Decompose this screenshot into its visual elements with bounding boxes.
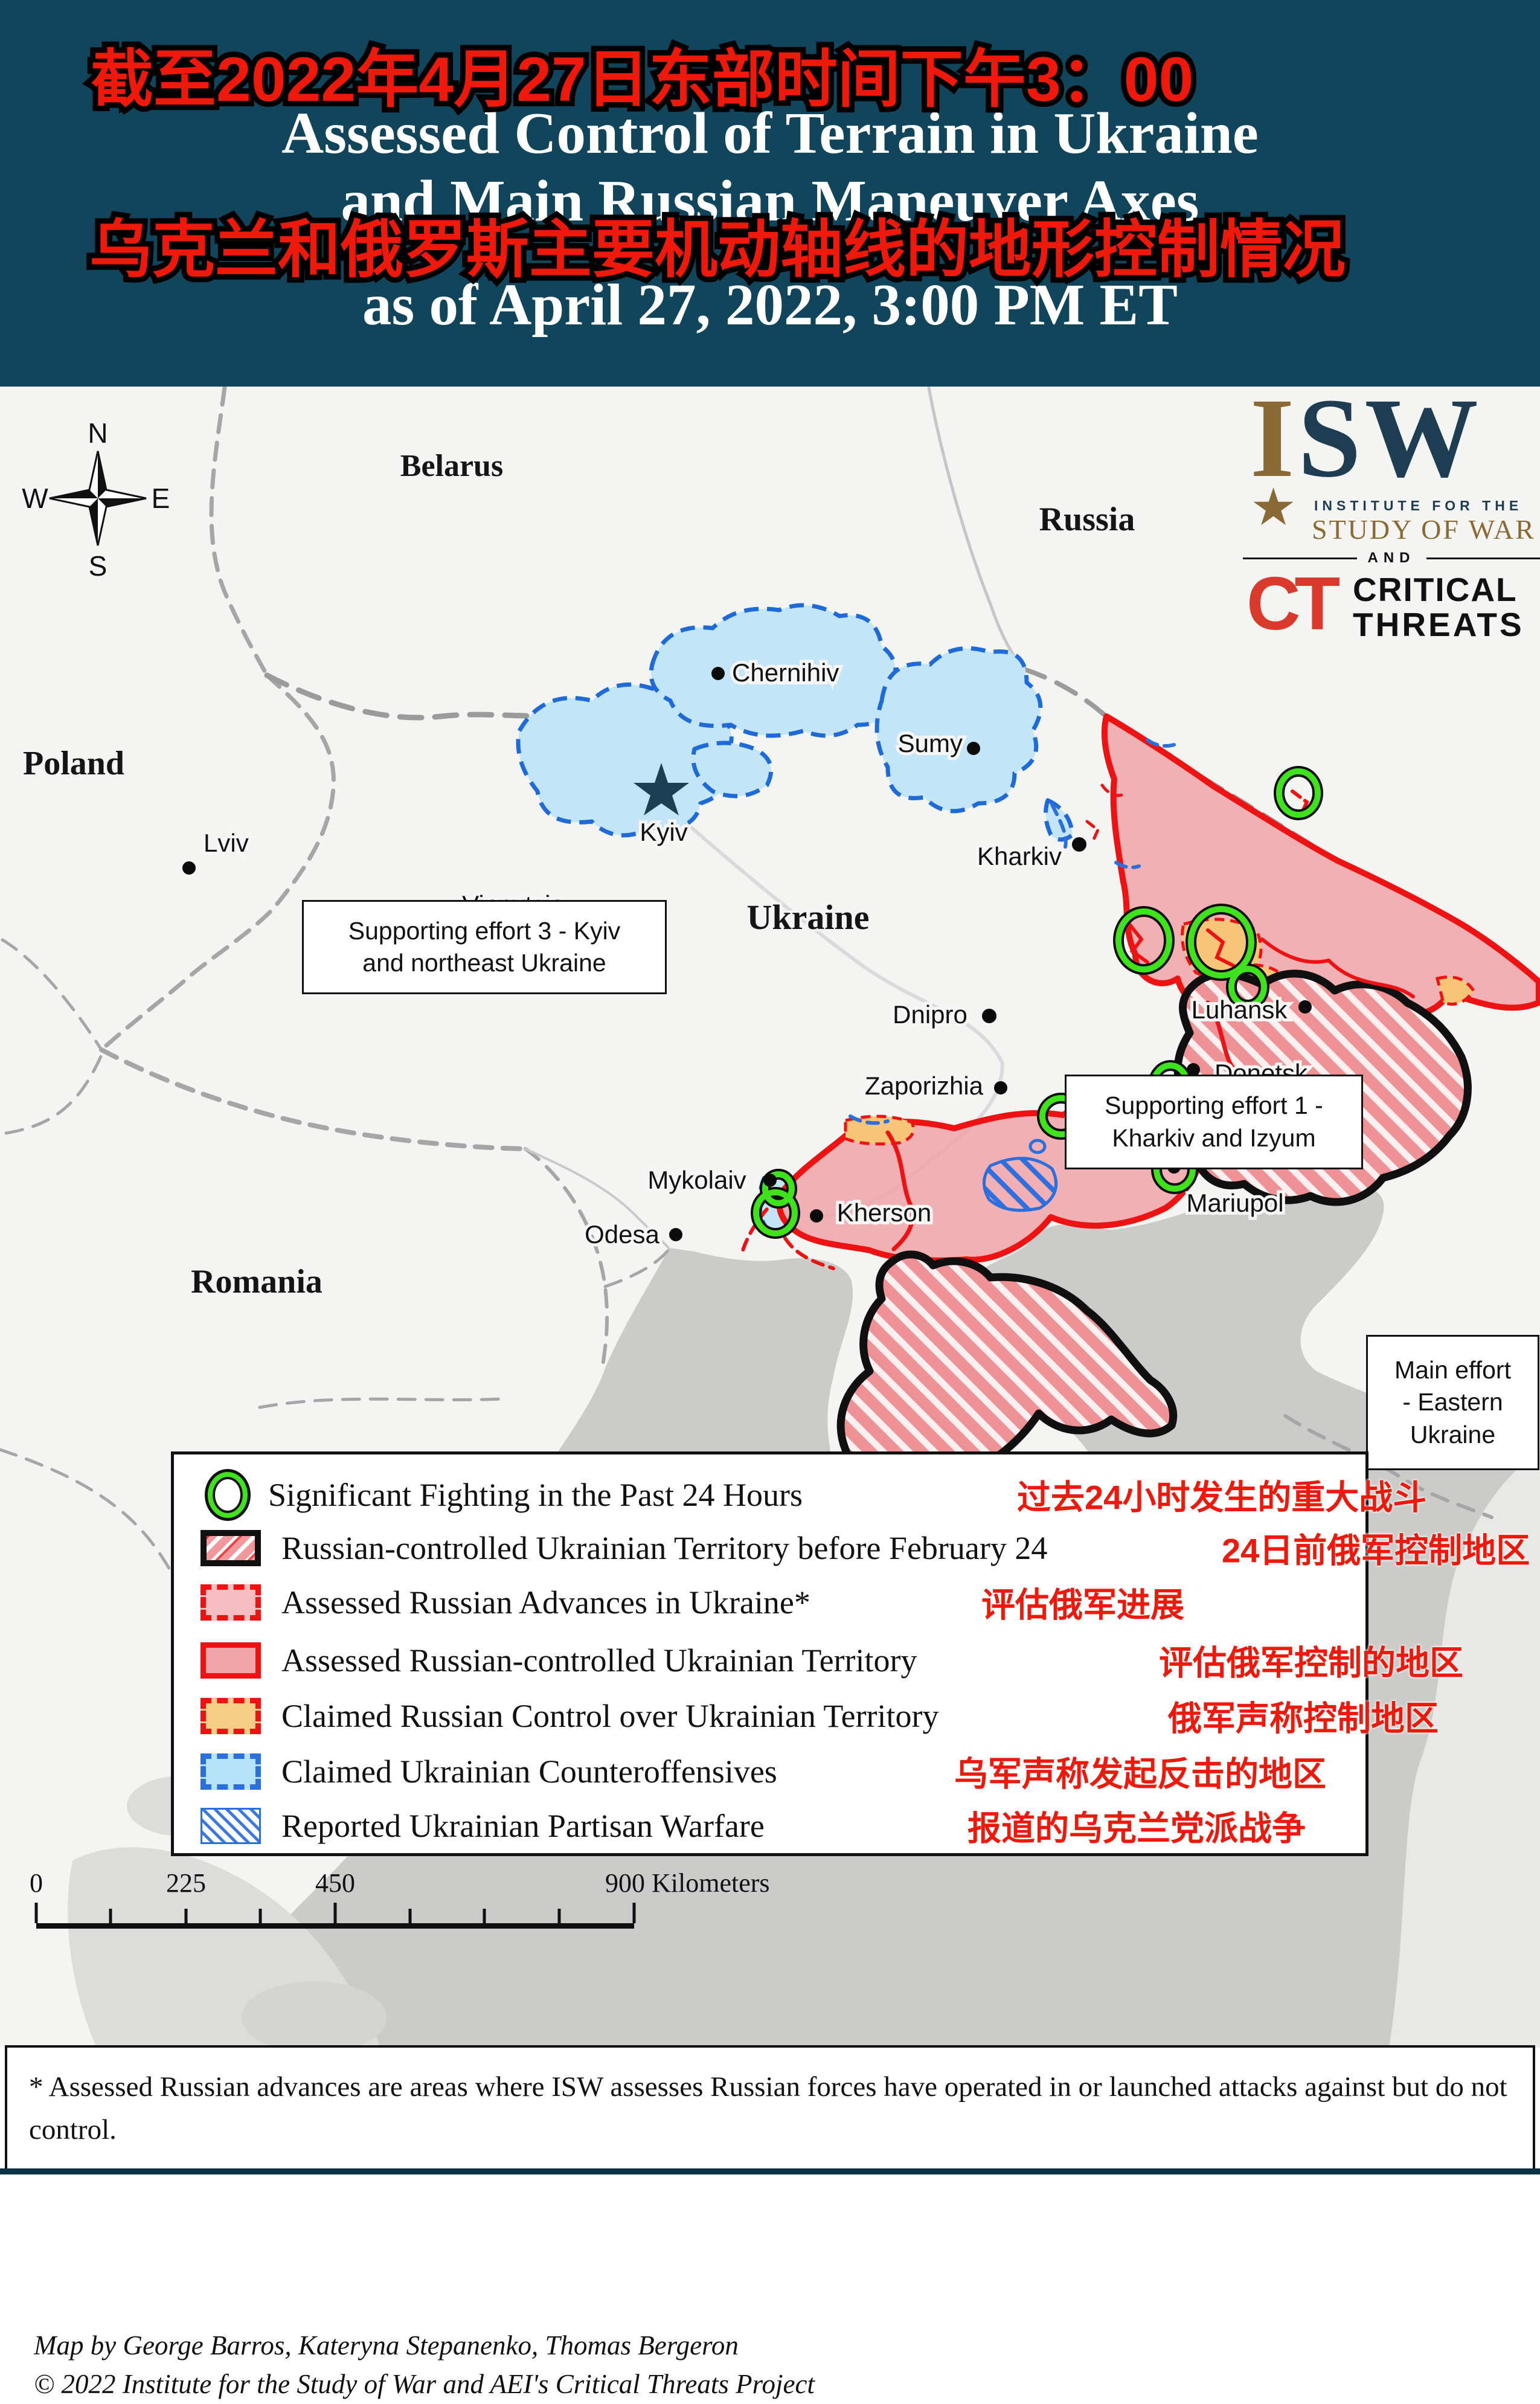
divider-line	[1426, 558, 1540, 559]
ct-critical-text: CRITICAL	[1353, 570, 1518, 609]
city-label-mykolaiv: Mykolaiv	[647, 1166, 746, 1194]
legend-row-partisan: Reported Ukrainian Partisan Warfare 报道的乌…	[174, 1800, 1365, 1852]
city-label-mariupol: Mariupol	[1186, 1189, 1283, 1217]
city-label-sumy: Sumy	[898, 729, 963, 757]
footer-bar	[0, 2168, 1540, 2174]
compass-s: S	[89, 550, 107, 582]
city-label-lviv: Lviv	[204, 829, 249, 857]
country-label-belarus: Belarus	[400, 449, 503, 483]
scale-900: 900 Kilometers	[605, 1868, 770, 1898]
legend-row-fighting: Significant Fighting in the Past 24 Hour…	[174, 1469, 1365, 1521]
country-label-russia: Russia	[1039, 501, 1135, 538]
city-label-zaporizhia: Zaporizhia	[865, 1072, 984, 1100]
ct-logo-icon: CT	[1246, 567, 1334, 641]
credits-line-1: Map by George Barros, Kateryna Stepanenk…	[34, 2327, 815, 2365]
chinese-overlay-line-1: 截至2022年4月27日东部时间下午3：00 截至2022年4月27日东部时间下…	[91, 48, 1193, 111]
partisan-area	[984, 1159, 1056, 1210]
legend-row-claimed-russian: Claimed Russian Control over Ukrainian T…	[174, 1690, 1365, 1742]
credits-line-2: © 2022 Institute for the Study of War an…	[34, 2365, 815, 2404]
legend-swatch-claimed-russian	[201, 1698, 261, 1734]
compass-e: E	[152, 483, 170, 514]
scale-450: 450	[315, 1868, 355, 1898]
legend-swatch-claimed-ukrainian	[201, 1753, 261, 1790]
compass-n: N	[88, 417, 107, 449]
country-label-ukraine: Ukraine	[747, 898, 870, 937]
isw-star-icon: ★	[1250, 477, 1297, 538]
map-legend: Significant Fighting in the Past 24 Hour…	[171, 1451, 1368, 1856]
legend-swatch-partisan	[201, 1808, 261, 1844]
city-label-kyiv: Kyiv	[640, 818, 687, 846]
ct-threats-text: THREATS	[1353, 605, 1524, 644]
country-label-romania: Romania	[191, 1263, 322, 1300]
legend-swatch-advances	[201, 1584, 261, 1621]
header-banner: Assessed Control of Terrain in Ukraine a…	[0, 0, 1540, 387]
isw-ct-logo: ISW ★ INSTITUTE FOR THE STUDY OF WAR AND…	[1243, 394, 1540, 635]
scale-225: 225	[166, 1868, 206, 1898]
footnote-text: * Assessed Russian advances are areas wh…	[29, 2071, 1507, 2145]
callout-main-effort: Main effort - Eastern Ukraine	[1366, 1335, 1539, 1470]
legend-swatch-fighting-circle	[208, 1472, 248, 1518]
footnote-box: * Assessed Russian advances are areas wh…	[5, 2045, 1535, 2171]
chinese-overlay-line-2: 乌克兰和俄罗斯主要机动轴线的地形控制情况 乌克兰和俄罗斯主要机动轴线的地形控制情…	[89, 219, 1346, 281]
country-label-poland: Poland	[23, 745, 124, 782]
city-label-chernihiv: Chernihiv	[732, 658, 839, 687]
divider-line	[1243, 558, 1357, 559]
callout-supporting-effort-1: Supporting effort 1 - Kharkiv and Izyum	[1065, 1075, 1363, 1169]
city-label-odesa: Odesa	[585, 1220, 659, 1249]
legend-row-claimed-ukrainian: Claimed Ukrainian Counteroffensives 乌军声称…	[174, 1746, 1365, 1798]
map-credits: Map by George Barros, Kateryna Stepanenk…	[34, 2327, 815, 2404]
legend-row-advances: Assessed Russian Advances in Ukraine* 评估…	[174, 1576, 1365, 1628]
legend-swatch-prewar	[201, 1530, 261, 1566]
legend-row-controlled: Assessed Russian-controlled Ukrainian Te…	[174, 1634, 1365, 1686]
city-label-kherson: Kherson	[837, 1198, 931, 1227]
isw-letters-sw: SW	[1298, 374, 1482, 501]
legend-row-prewar: Russian-controlled Ukrainian Territory b…	[174, 1522, 1365, 1574]
isw-study-of-war-text: STUDY OF WAR	[1312, 513, 1536, 545]
city-label-dnipro: Dnipro	[893, 1000, 967, 1029]
isw-institute-text: INSTITUTE FOR THE	[1314, 498, 1522, 514]
callout-supporting-effort-3: Supporting effort 3 - Kyiv and northeast…	[302, 900, 667, 994]
scale-0: 0	[30, 1868, 43, 1898]
city-label-kharkiv: Kharkiv	[977, 842, 1062, 870]
city-label-luhansk: Luhansk	[1192, 995, 1288, 1024]
compass-w: W	[22, 483, 48, 514]
legend-swatch-controlled	[201, 1642, 261, 1679]
